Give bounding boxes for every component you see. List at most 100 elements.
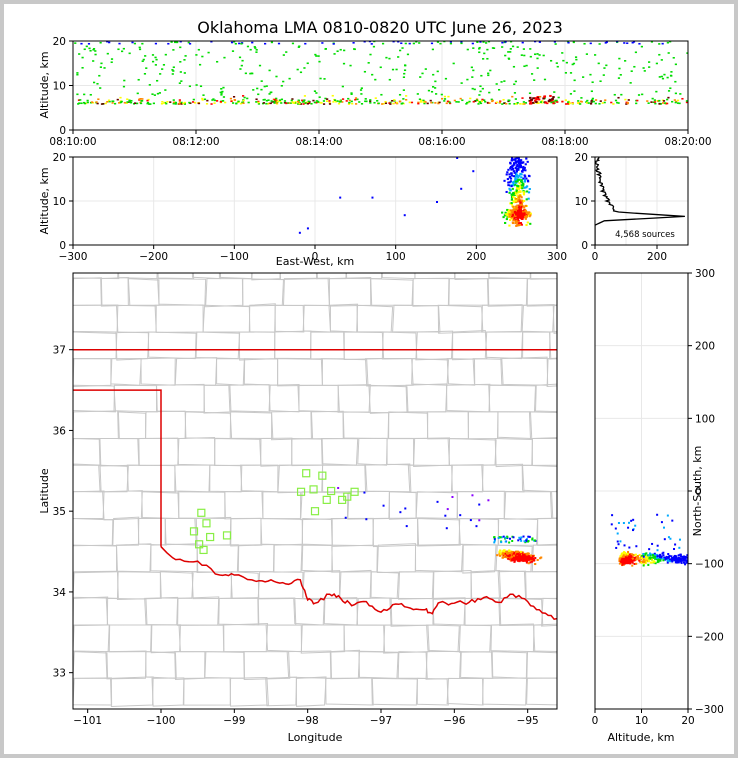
county-outline	[293, 597, 325, 626]
source-point	[529, 102, 533, 105]
source-point	[148, 103, 151, 105]
source-point	[449, 42, 453, 45]
source-point	[522, 161, 525, 164]
source-point	[322, 100, 326, 102]
source-point	[156, 92, 160, 95]
source-point	[374, 97, 377, 99]
source-point	[318, 96, 321, 98]
source-point	[255, 98, 258, 101]
source-point	[510, 185, 513, 188]
source-point	[169, 101, 172, 103]
county-outline	[222, 623, 269, 653]
source-point	[92, 60, 95, 62]
x-tick-label: −97	[370, 715, 392, 727]
source-point	[681, 557, 684, 560]
source-point	[179, 61, 182, 63]
source-point	[514, 103, 518, 105]
source-point	[551, 99, 554, 102]
source-point	[384, 102, 388, 105]
source-point	[257, 100, 260, 103]
source-point	[434, 102, 437, 104]
source-point	[513, 158, 516, 161]
source-point	[257, 93, 260, 96]
source-point	[514, 199, 517, 202]
source-point	[233, 41, 236, 43]
source-point	[222, 96, 226, 98]
source-point	[153, 94, 156, 96]
source-point	[518, 205, 522, 208]
source-point	[443, 95, 447, 98]
source-point	[514, 159, 517, 162]
source-point	[511, 95, 514, 98]
source-point	[530, 98, 534, 101]
source-point	[440, 97, 444, 100]
source-point	[510, 168, 513, 171]
source-point	[172, 66, 175, 69]
source-point	[348, 99, 351, 102]
source-point	[666, 514, 669, 517]
source-point	[404, 42, 407, 45]
source-point	[522, 101, 525, 103]
source-point	[432, 73, 435, 76]
source-point	[260, 88, 263, 91]
source-point	[518, 163, 521, 166]
source-point	[663, 73, 666, 76]
x-tick-label: 0	[592, 251, 599, 263]
source-point	[627, 99, 630, 101]
ew-height-sources	[298, 157, 532, 234]
source-point	[493, 536, 496, 539]
source-point	[679, 553, 682, 556]
source-point	[388, 57, 391, 60]
source-point	[527, 540, 530, 543]
source-point	[513, 83, 516, 86]
source-point	[512, 164, 515, 167]
source-point	[285, 102, 288, 105]
source-point	[518, 223, 521, 226]
source-point	[192, 98, 195, 101]
source-point	[514, 215, 517, 218]
county-outline	[372, 517, 420, 548]
source-point	[631, 564, 634, 567]
source-point	[509, 161, 512, 164]
source-point	[337, 102, 341, 105]
source-point	[515, 181, 518, 184]
source-point	[296, 100, 300, 103]
source-point	[505, 550, 508, 553]
source-point	[99, 66, 102, 68]
source-point	[677, 561, 680, 564]
source-point	[478, 503, 481, 506]
source-point	[456, 157, 459, 159]
source-point	[136, 102, 139, 105]
source-point	[642, 563, 645, 566]
source-point	[504, 41, 507, 43]
source-point	[421, 72, 424, 75]
source-point	[510, 217, 514, 220]
source-point	[372, 45, 376, 48]
source-point	[520, 173, 523, 176]
source-point	[549, 59, 553, 62]
source-point	[523, 557, 527, 560]
source-point	[654, 102, 657, 105]
source-point	[685, 101, 688, 104]
source-point	[669, 41, 672, 43]
source-point	[460, 82, 463, 84]
source-point	[618, 558, 621, 561]
source-point	[518, 536, 521, 539]
source-point	[594, 54, 597, 56]
source-point	[619, 555, 622, 558]
ns-height-x-label: Altitude, km	[607, 731, 674, 744]
source-point	[86, 99, 89, 102]
source-point	[301, 99, 304, 102]
source-point	[347, 103, 351, 105]
source-point	[174, 103, 177, 105]
station-marker	[310, 507, 320, 516]
source-point	[509, 219, 512, 222]
source-point	[106, 52, 109, 55]
source-point	[514, 556, 518, 559]
source-point	[676, 561, 679, 564]
source-point	[95, 101, 98, 103]
source-point	[97, 98, 100, 101]
source-point	[126, 101, 129, 103]
source-point	[525, 64, 528, 67]
source-point	[503, 556, 506, 559]
